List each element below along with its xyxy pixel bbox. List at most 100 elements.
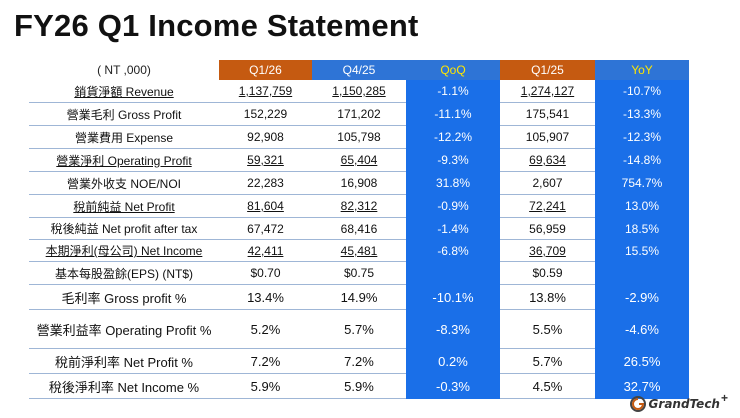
cell-qoq: -12.2% (406, 125, 500, 149)
cell-q1-26: 81,604 (219, 194, 312, 218)
cell-q1-25: 72,241 (500, 194, 595, 218)
cell-qoq: 0.2% (406, 348, 500, 374)
cell-q1-25: 2,607 (500, 171, 595, 195)
table-row: 營業費用 Expense 92,908 105,798 -12.2% 105,9… (29, 125, 689, 149)
cell-q1-25: 105,907 (500, 125, 595, 149)
cell-yoy: 26.5% (595, 348, 689, 374)
cell-q4-25: 45,481 (312, 239, 406, 262)
cell-q4-25: 5.7% (312, 309, 406, 349)
table-row: 毛利率 Gross profit % 13.4% 14.9% -10.1% 13… (29, 284, 689, 310)
cell-qoq: -1.1% (406, 80, 500, 103)
header-yoy: YoY (595, 60, 689, 80)
cell-q1-26: 59,321 (219, 148, 312, 172)
cell-yoy: -13.3% (595, 102, 689, 126)
cell-q4-25: 5.9% (312, 373, 406, 399)
cell-q4-25: $0.75 (312, 261, 406, 285)
cell-q1-26: $0.70 (219, 261, 312, 285)
cell-q1-25: 36,709 (500, 239, 595, 262)
cell-qoq: -9.3% (406, 148, 500, 172)
cell-q4-25: 68,416 (312, 217, 406, 240)
row-label: 本期淨利(母公司) Net Income (29, 239, 219, 262)
cell-qoq: -0.9% (406, 194, 500, 218)
cell-qoq: -10.1% (406, 284, 500, 310)
cell-q1-26: 13.4% (219, 284, 312, 310)
cell-q1-26: 42,411 (219, 239, 312, 262)
cell-q1-26: 5.9% (219, 373, 312, 399)
cell-qoq: -1.4% (406, 217, 500, 240)
cell-q1-25: 69,634 (500, 148, 595, 172)
cell-q4-25: 14.9% (312, 284, 406, 310)
table-row: 營業淨利 Operating Profit 59,321 65,404 -9.3… (29, 148, 689, 172)
table-row: 稅後純益 Net profit after tax 67,472 68,416 … (29, 217, 689, 240)
header-unit: ( NT ,000) (29, 60, 219, 80)
cell-qoq: 31.8% (406, 171, 500, 195)
cell-q1-25: 175,541 (500, 102, 595, 126)
cell-qoq (406, 261, 500, 285)
cell-q1-26: 5.2% (219, 309, 312, 349)
cell-q1-26: 67,472 (219, 217, 312, 240)
cell-q1-26: 1,137,759 (219, 80, 312, 103)
header-qoq: QoQ (406, 60, 500, 80)
cell-yoy: -2.9% (595, 284, 689, 310)
header-q1-26: Q1/26 (219, 60, 312, 80)
cell-q4-25: 105,798 (312, 125, 406, 149)
cell-q4-25: 65,404 (312, 148, 406, 172)
cell-q1-25: 4.5% (500, 373, 595, 399)
cell-q4-25: 7.2% (312, 348, 406, 374)
header-q4-25: Q4/25 (312, 60, 406, 80)
row-label: 稅後純益 Net profit after tax (29, 217, 219, 240)
grandtech-logo: GrandTech + (629, 391, 728, 414)
table-row: 營業毛利 Gross Profit 152,229 171,202 -11.1%… (29, 102, 689, 126)
cell-q1-25: 13.8% (500, 284, 595, 310)
cell-q4-25: 82,312 (312, 194, 406, 218)
cell-qoq: -0.3% (406, 373, 500, 399)
cell-q4-25: 171,202 (312, 102, 406, 126)
cell-yoy: -14.8% (595, 148, 689, 172)
cell-q1-26: 22,283 (219, 171, 312, 195)
row-label: 銷貨淨額 Revenue (29, 80, 219, 103)
row-label: 稅後淨利率 Net Income % (29, 373, 219, 399)
cell-yoy (595, 261, 689, 285)
cell-q1-25: $0.59 (500, 261, 595, 285)
row-label: 毛利率 Gross profit % (29, 284, 219, 310)
table-row: 基本每股盈餘(EPS) (NT$) $0.70 $0.75 $0.59 (29, 261, 689, 285)
table-row: 營業外收支 NOE/NOI 22,283 16,908 31.8% 2,607 … (29, 171, 689, 195)
table-header-row: ( NT ,000) Q1/26 Q4/25 QoQ Q1/25 YoY (29, 60, 689, 80)
cell-yoy: 32.7% (595, 373, 689, 399)
cell-yoy: -10.7% (595, 80, 689, 103)
income-statement-table: ( NT ,000) Q1/26 Q4/25 QoQ Q1/25 YoY 銷貨淨… (29, 60, 689, 399)
grandtech-logo-icon (629, 396, 646, 412)
row-label: 營業外收支 NOE/NOI (29, 171, 219, 195)
row-label: 稅前純益 Net Profit (29, 194, 219, 218)
row-label: 營業費用 Expense (29, 125, 219, 149)
logo-text: GrandTech (648, 397, 720, 411)
cell-q1-26: 7.2% (219, 348, 312, 374)
cell-qoq: -8.3% (406, 309, 500, 349)
cell-yoy: -4.6% (595, 309, 689, 349)
table-row: 銷貨淨額 Revenue 1,137,759 1,150,285 -1.1% 1… (29, 80, 689, 103)
row-label: 基本每股盈餘(EPS) (NT$) (29, 261, 219, 285)
logo-plus: + (720, 391, 728, 405)
row-label: 營業利益率 Operating Profit % (29, 309, 219, 349)
header-q1-25: Q1/25 (500, 60, 595, 80)
cell-yoy: -12.3% (595, 125, 689, 149)
row-label: 營業淨利 Operating Profit (29, 148, 219, 172)
cell-qoq: -6.8% (406, 239, 500, 262)
cell-q1-25: 1,274,127 (500, 80, 595, 103)
cell-yoy: 18.5% (595, 217, 689, 240)
table-row: 營業利益率 Operating Profit % 5.2% 5.7% -8.3%… (29, 309, 689, 349)
table-row: 稅前純益 Net Profit 81,604 82,312 -0.9% 72,2… (29, 194, 689, 218)
row-label: 稅前淨利率 Net Profit % (29, 348, 219, 374)
cell-q1-26: 92,908 (219, 125, 312, 149)
cell-q1-25: 56,959 (500, 217, 595, 240)
cell-yoy: 754.7% (595, 171, 689, 195)
cell-q1-25: 5.7% (500, 348, 595, 374)
cell-qoq: -11.1% (406, 102, 500, 126)
cell-q4-25: 1,150,285 (312, 80, 406, 103)
cell-yoy: 13.0% (595, 194, 689, 218)
table-row: 稅前淨利率 Net Profit % 7.2% 7.2% 0.2% 5.7% 2… (29, 348, 689, 374)
table-row: 本期淨利(母公司) Net Income 42,411 45,481 -6.8%… (29, 239, 689, 262)
cell-q1-25: 5.5% (500, 309, 595, 349)
page-title: FY26 Q1 Income Statement (14, 8, 419, 43)
cell-q1-26: 152,229 (219, 102, 312, 126)
